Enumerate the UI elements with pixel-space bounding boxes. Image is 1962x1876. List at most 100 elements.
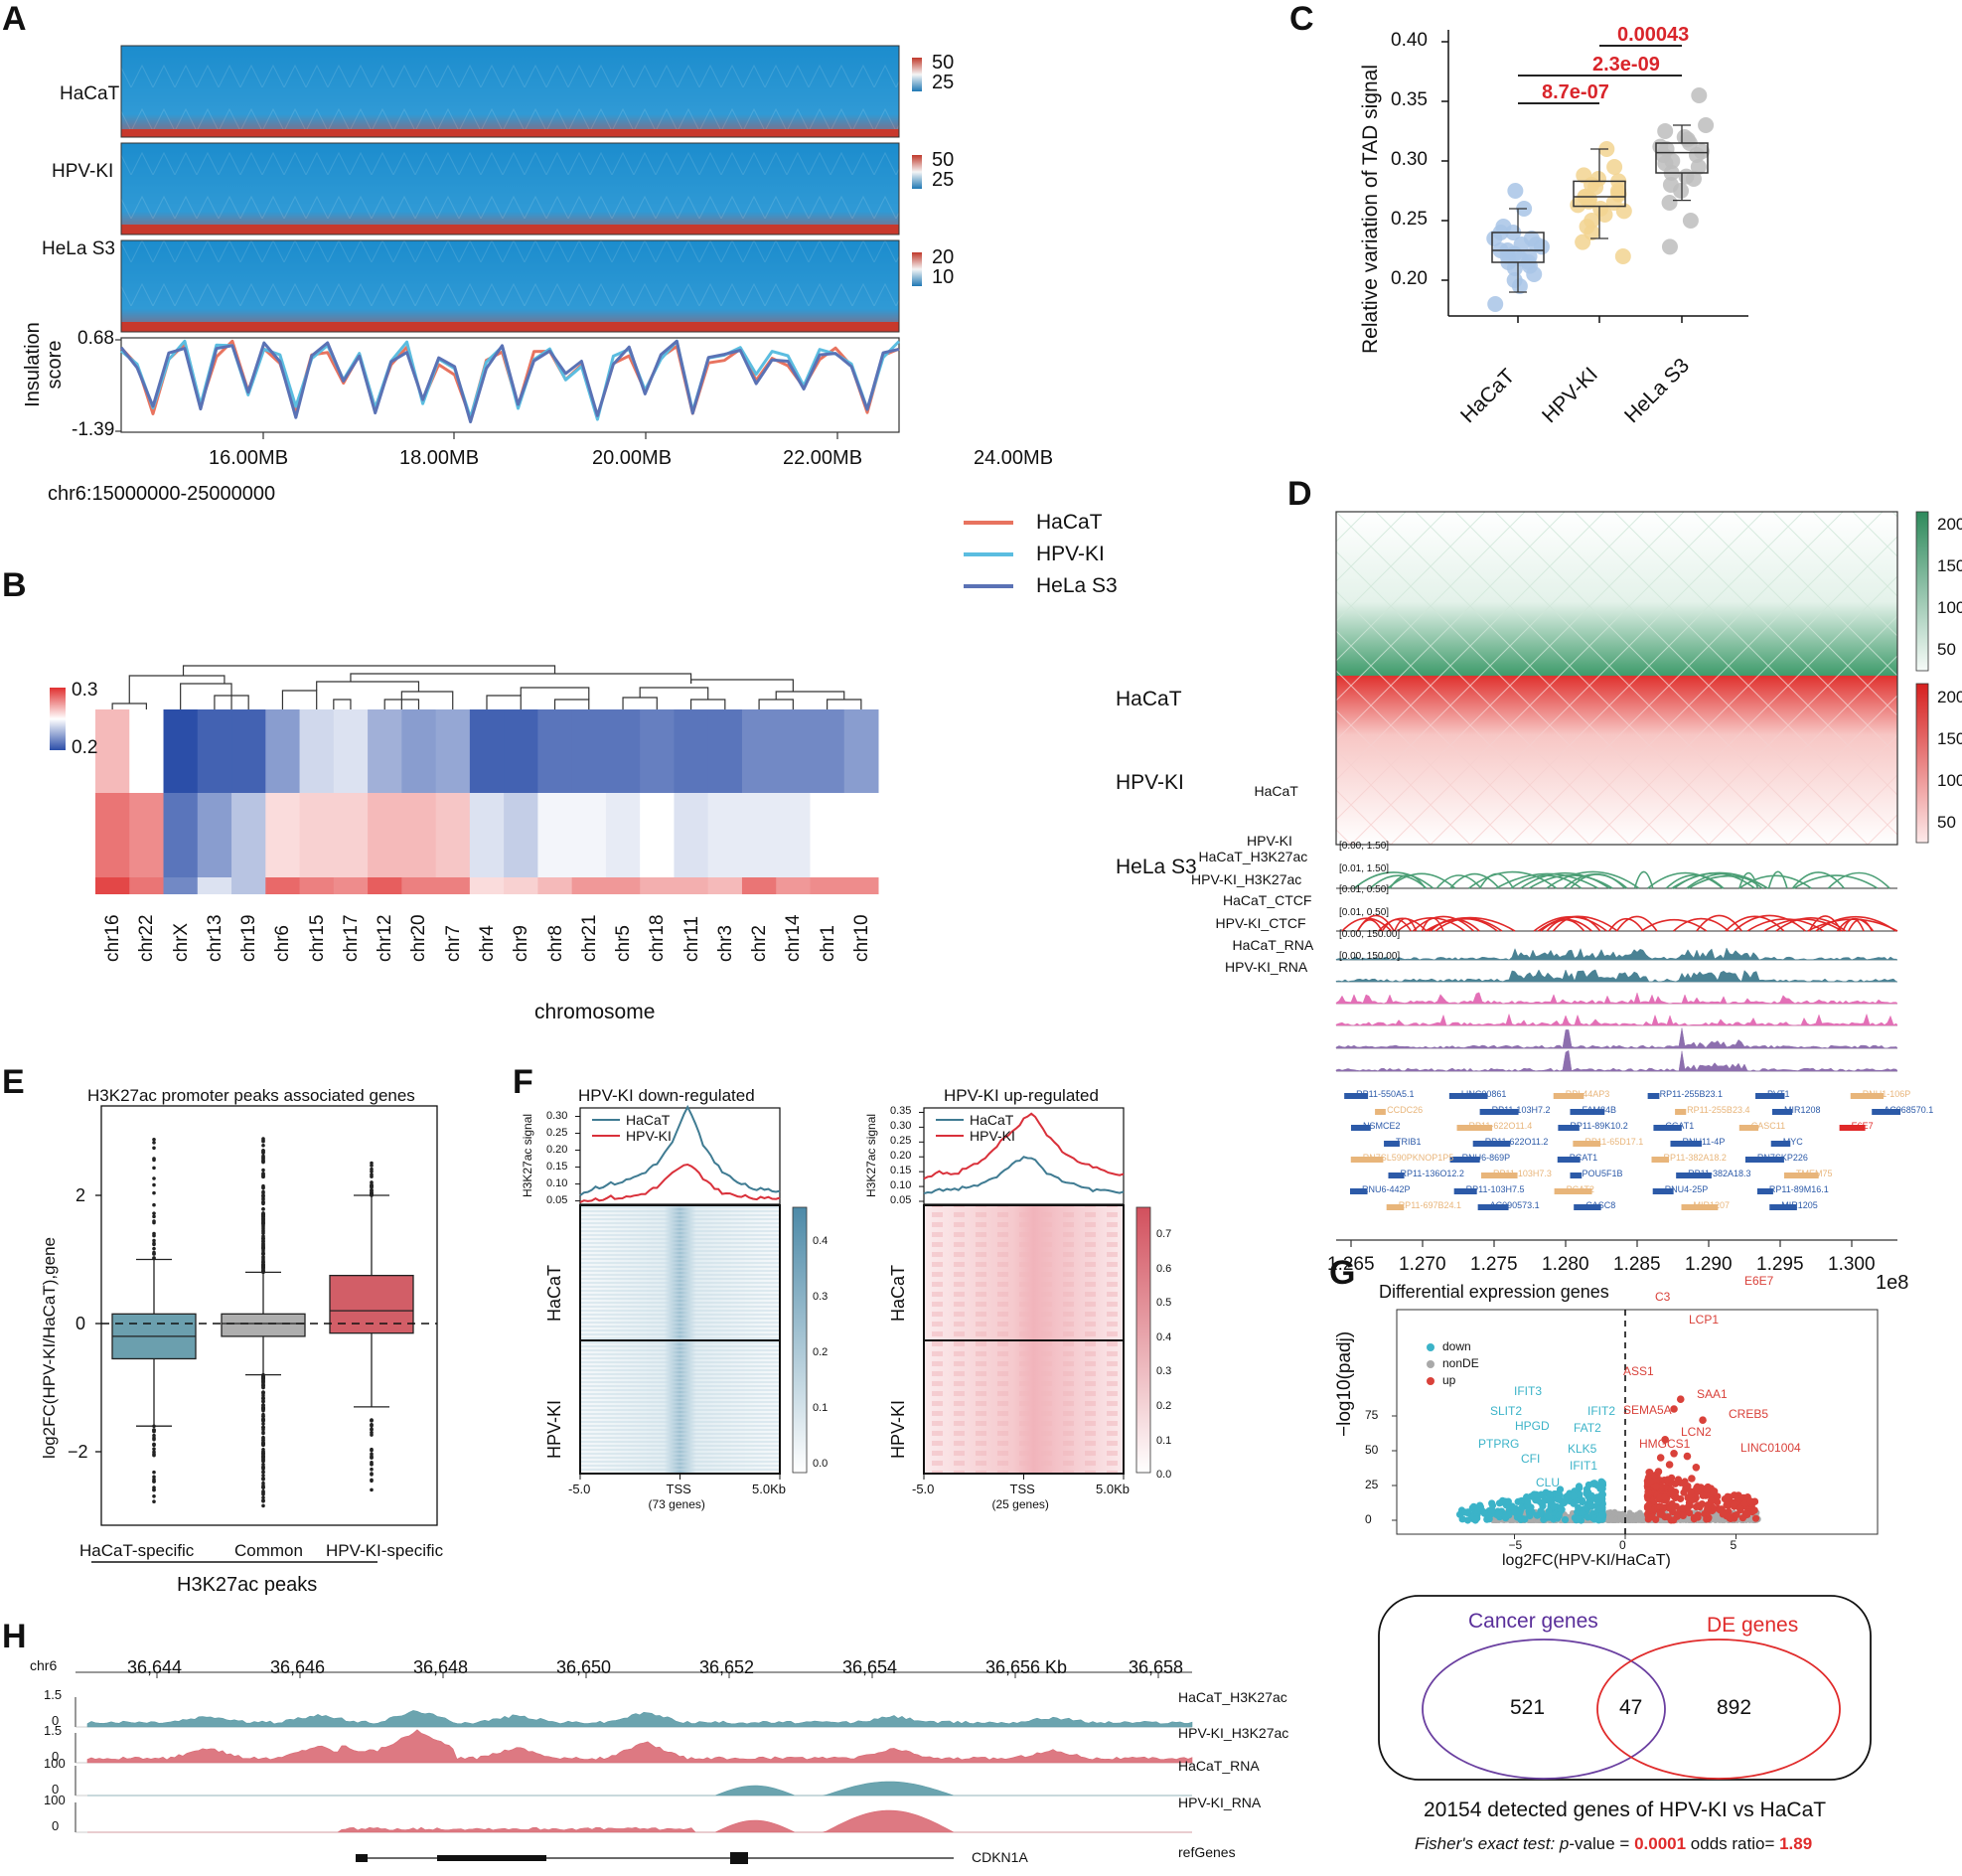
panel-g-label: G [1329,1254,1356,1292]
g-point-down [1474,1506,1482,1515]
d-xtick-label: 1.275 [1470,1254,1518,1275]
h-exon [437,1855,546,1861]
h-track-label: HaCaT_H3K27ac [1178,1689,1287,1705]
c-point [1506,260,1523,276]
d-track-label: HPV-KI [1247,833,1292,849]
dendro-branch [775,688,845,700]
heatmap-cell [435,877,471,894]
d-gene-label: RP11-103H7.5 [1465,1184,1525,1194]
g-point-up [1692,1464,1701,1472]
dendro-branch [689,699,726,709]
heatmap-cell [469,709,505,795]
f-xtick-left: -5.0 [568,1482,591,1496]
colorbar-a-2 [912,155,922,189]
heatmap-cell [674,709,709,795]
e-outlier [370,1184,374,1189]
g-point-up [1670,1405,1678,1413]
d-arc-hacat [1633,870,1654,889]
g-point-down [1575,1491,1584,1499]
c-ytick-label: 0.40 [1391,30,1428,51]
d-xtick-label: 1.265 [1327,1254,1375,1275]
d-arc-hacat [1546,870,1640,889]
d-arc-hacat [1688,874,1768,889]
d-arc-hacat [1793,874,1879,889]
panel-a-sample-1: HaCaT [60,83,120,104]
d-gene-model [1449,1157,1480,1163]
d-arc-hpvki [1608,917,1644,932]
d-gene-label: RNU6-869P [1461,1153,1511,1163]
c-point [1673,183,1690,199]
g-point-down [1555,1511,1563,1519]
d-tracks [1335,870,1898,1072]
b-xlabel: chromosome [534,1001,656,1023]
d-gene-model [1652,1188,1674,1194]
d-arc-hpvki [1696,914,1742,932]
g-point-down [1554,1495,1562,1503]
e-outlier [261,1143,265,1148]
heatmap-cell [231,709,266,795]
d-colorbar-red [1915,683,1929,844]
g-point-up [1664,1476,1672,1484]
d-track-range: [0.00, 150.00] [1339,951,1401,962]
venn-left [1422,1639,1666,1780]
g-up-gene-label: SAA1 [1697,1387,1728,1401]
f-ytick-label: 0.15 [546,1160,568,1172]
panel-h-plot [75,1671,1193,1864]
d-gene-label: CASC11 [1750,1121,1786,1131]
g-point-up [1661,1493,1669,1501]
d-gene-model [1872,1109,1901,1115]
d-cbar-green-label: 200 [1937,515,1962,534]
heatmap-cell [537,877,573,894]
g-point-up [1664,1513,1672,1521]
e-outlier [261,1228,265,1232]
g-point-up [1652,1478,1660,1485]
e-outlier [152,1166,156,1171]
panel-d-plot [1335,511,1929,1247]
d-arc-hpvki [1615,915,1658,932]
d-track-label: HaCaT_H3K27ac [1198,849,1308,864]
g-up-gene-label: LCP1 [1689,1313,1720,1327]
e-outlier [261,1149,265,1153]
f-cbar-label: 0.4 [813,1235,829,1247]
h-signal-track [87,1809,1192,1833]
c-ytick-label: 0.30 [1391,149,1428,170]
e-outlier [370,1170,374,1173]
f-ytick-label: 0.05 [890,1194,912,1206]
d-xtick-label: 1.270 [1399,1254,1446,1275]
c-pvalue-1: 0.00043 [1617,24,1690,46]
d-arc-hpvki [1381,918,1412,932]
chromosome-label: chr21 [578,914,600,962]
e-outlier [370,1419,374,1423]
e-outlier [261,1418,265,1423]
d-gene-model [1554,1188,1592,1194]
d-gene-model [1557,1157,1581,1163]
e-outlier [152,1433,156,1438]
f-heatmap-texture [580,1205,780,1340]
g-point-up [1646,1478,1654,1485]
chromosome-label: chr19 [238,914,260,962]
chromosome-label: chr16 [102,914,124,962]
d-arc-hpvki [1378,917,1428,932]
e-outlier [261,1158,265,1163]
e-outlier [370,1467,374,1472]
c-point [1661,195,1678,211]
g-legend-label: up [1442,1373,1456,1387]
d-arc-hpvki [1815,915,1896,932]
g-point-down [1550,1503,1558,1511]
g-point-down [1578,1508,1586,1516]
e-outlier [152,1157,156,1161]
f-cbar-label: 0.2 [813,1346,829,1358]
dendro-branch [333,699,352,709]
heatmap-cell [95,709,130,795]
e-outlier [261,1251,265,1255]
d-arc-hpvki [1640,918,1708,932]
e-outlier [152,1428,156,1432]
colorbar-b-min: 0.2 [72,737,98,758]
heatmap-cell [197,793,232,878]
e-outlier [261,1206,265,1211]
g-point-down [1463,1516,1472,1524]
f-ytick-label: 0.30 [890,1120,912,1133]
d-gene-model [1558,1125,1580,1131]
d-signal-track [1335,947,1898,961]
e-outlier [152,1252,156,1256]
